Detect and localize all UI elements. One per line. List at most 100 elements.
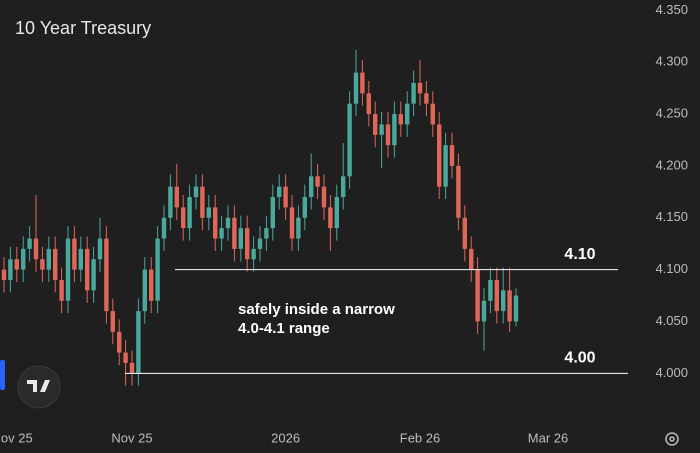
settings-icon[interactable]: [665, 432, 679, 446]
candle-body: [366, 93, 371, 115]
candle-body: [481, 300, 487, 322]
candle-body: [142, 269, 147, 312]
candle-body: [405, 103, 410, 125]
candle-body: [475, 269, 480, 322]
annotation: 4.0-4.1 range: [238, 320, 330, 337]
x-tick-label: ov 25: [1, 430, 33, 445]
annotation: safely inside a narrow: [238, 301, 395, 318]
candle-body: [168, 186, 173, 218]
candle-body: [501, 290, 506, 312]
x-tick-label: Nov 25: [111, 430, 152, 445]
candle-body: [33, 238, 39, 260]
y-tick-label: 4.300: [655, 54, 688, 69]
candle-body: [328, 207, 333, 229]
candle-body: [309, 176, 314, 198]
candle-body: [78, 248, 83, 270]
candle-body: [53, 248, 58, 280]
y-tick-label: 4.000: [655, 365, 688, 380]
candle-body: [110, 311, 115, 332]
candle-body: [341, 176, 346, 198]
candle-body: [129, 362, 135, 374]
candle-body: [264, 228, 269, 239]
candle-body: [1, 269, 7, 280]
candle-body: [187, 197, 192, 229]
candle-body: [449, 145, 455, 166]
candle-body: [225, 217, 231, 229]
candle-body: [411, 82, 416, 104]
candle-body: [469, 248, 474, 270]
candle-body: [136, 311, 141, 374]
y-tick-label: 4.250: [655, 106, 688, 121]
candle-body: [219, 228, 224, 239]
logo-mark: [27, 380, 50, 392]
candle-body: [59, 280, 64, 301]
candle-body: [462, 217, 467, 249]
candle-body: [417, 82, 423, 94]
x-tick-label: Mar 26: [528, 430, 568, 445]
candle-body: [257, 238, 263, 249]
level-label: 4.00: [564, 350, 595, 367]
candle-body: [104, 238, 109, 312]
candle-body: [488, 280, 493, 301]
chart-title: 10 Year Treasury: [15, 18, 151, 38]
candle-body: [65, 238, 71, 301]
level-label: 4.10: [564, 246, 595, 263]
candle-body: [245, 228, 250, 260]
candle-body: [251, 248, 256, 260]
candle-body: [507, 290, 512, 322]
candle-body: [123, 352, 128, 363]
candle-body: [14, 259, 19, 270]
candle-body: [200, 186, 205, 218]
y-tick-label: 4.200: [655, 157, 688, 172]
candle-body: [40, 259, 45, 270]
candle-body: [347, 103, 352, 177]
side-tab[interactable]: [0, 360, 5, 390]
candle-body: [232, 217, 237, 249]
candle-body: [437, 124, 442, 187]
y-tick-label: 4.150: [655, 209, 688, 224]
candle-body: [91, 259, 96, 291]
candle-body: [149, 269, 154, 301]
candle-body: [385, 124, 391, 146]
candle-body: [277, 186, 282, 198]
candle-body: [456, 165, 461, 218]
candle-body: [430, 103, 435, 125]
candle-body: [360, 72, 365, 94]
candle-body: [27, 238, 32, 249]
candle-body: [283, 186, 288, 208]
x-tick-label: Feb 26: [400, 430, 440, 445]
candle-body: [379, 124, 384, 135]
candle-body: [353, 72, 359, 104]
candle-body: [270, 197, 275, 229]
candle-body: [213, 207, 218, 239]
candle-body: [443, 145, 448, 187]
candle-body: [302, 197, 307, 218]
candle-body: [117, 331, 122, 353]
candle-body: [513, 295, 519, 322]
y-tick-label: 4.050: [655, 313, 688, 328]
candle-body: [334, 197, 339, 229]
candle-body: [181, 207, 186, 229]
candle-body: [494, 280, 499, 312]
x-tick-label: 2026: [271, 430, 300, 445]
candle-body: [392, 114, 397, 146]
candle-body: [296, 217, 301, 239]
y-tick-label: 4.350: [655, 2, 688, 17]
y-tick-label: 4.100: [655, 261, 688, 276]
logo[interactable]: [17, 365, 61, 409]
candle-body: [193, 186, 199, 198]
candle-body: [46, 248, 51, 270]
candle-body: [97, 238, 103, 260]
candle-body: [398, 114, 403, 125]
candle-body: [315, 176, 320, 187]
candle-body: [8, 259, 13, 280]
candle-body: [72, 238, 77, 270]
candle-body: [206, 207, 211, 218]
candle-body: [161, 217, 167, 239]
candle-body: [424, 93, 429, 104]
settings-icon-center: [669, 436, 675, 442]
candle-body: [321, 186, 327, 208]
candle-body: [155, 238, 160, 301]
